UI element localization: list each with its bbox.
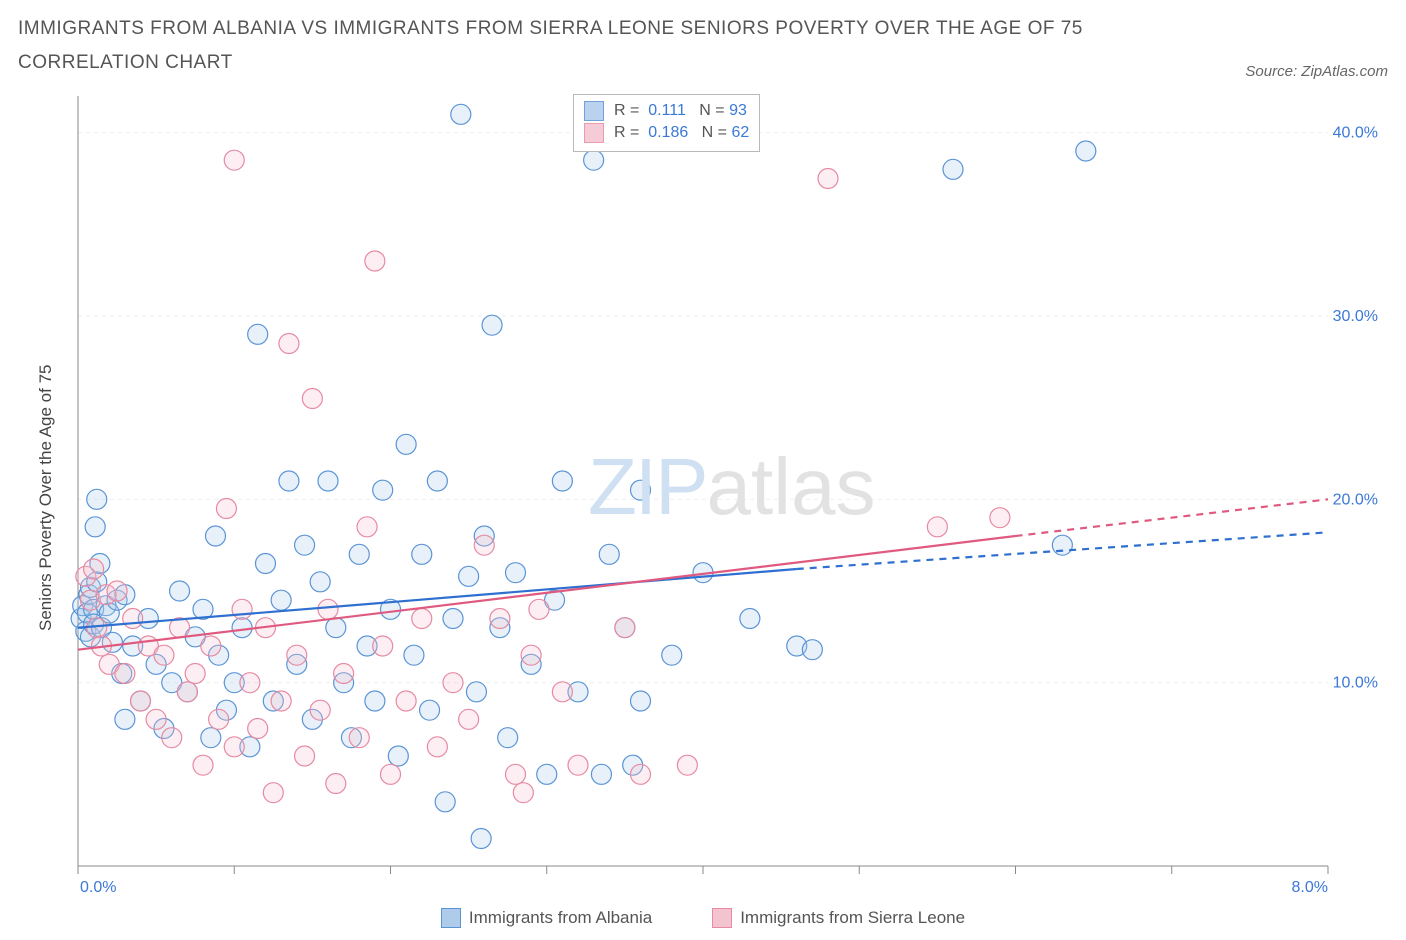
chart-container: ZIPatlas 10.0%20.0%30.0%40.0%0.0%8.0% Se…: [18, 86, 1388, 906]
svg-text:8.0%: 8.0%: [1292, 879, 1328, 896]
legend-label: Immigrants from Sierra Leone: [740, 908, 965, 928]
correlation-legend: R = 0.111 N = 93 R = 0.186 N = 62: [573, 94, 760, 152]
legend-swatch: [441, 908, 461, 928]
legend-swatch: [584, 123, 604, 143]
svg-text:20.0%: 20.0%: [1333, 492, 1378, 509]
legend-swatch: [712, 908, 732, 928]
scatter-chart: 10.0% 20.0% 30.0% 40.0% 0.0% 8.0%: [18, 86, 1388, 906]
legend-stats: R = 0.111 N = 93: [614, 102, 747, 120]
source-name: ZipAtlas.com: [1301, 63, 1388, 80]
y-axis-label: Seniors Poverty Over the Age of 75: [36, 365, 56, 631]
svg-text:0.0%: 0.0%: [80, 879, 116, 896]
legend-row: R = 0.186 N = 62: [584, 123, 749, 143]
legend-row: R = 0.111 N = 93: [584, 101, 749, 121]
series-legend: Immigrants from Albania Immigrants from S…: [18, 908, 1388, 928]
source-attribution: Source: ZipAtlas.com: [1245, 63, 1388, 80]
svg-text:10.0%: 10.0%: [1333, 675, 1378, 692]
legend-item: Immigrants from Sierra Leone: [712, 908, 965, 928]
legend-swatch: [584, 101, 604, 121]
legend-stats: R = 0.186 N = 62: [614, 124, 749, 142]
svg-text:30.0%: 30.0%: [1333, 308, 1378, 325]
legend-label: Immigrants from Albania: [469, 908, 652, 928]
source-label: Source:: [1245, 63, 1301, 80]
legend-item: Immigrants from Albania: [441, 908, 652, 928]
svg-text:40.0%: 40.0%: [1333, 125, 1378, 142]
chart-title: IMMIGRANTS FROM ALBANIA VS IMMIGRANTS FR…: [18, 12, 1118, 80]
